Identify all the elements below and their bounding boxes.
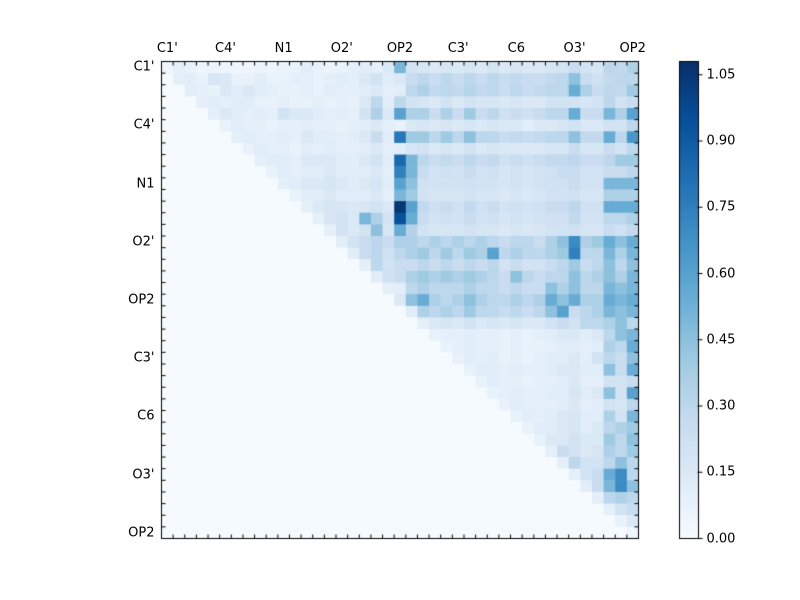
x-axis-label: OP2 (619, 40, 646, 56)
colorbar-tick-label: 0.60 (706, 266, 736, 281)
x-axis-label: OP2 (386, 40, 414, 56)
colorbar-tick-label: 0.15 (706, 464, 736, 480)
x-axis-label: C3' (447, 40, 469, 56)
x-axis-label: O3' (563, 40, 586, 56)
x-axis-label: C6 (507, 40, 526, 56)
y-axis-label: N1 (136, 176, 155, 192)
y-axis-label: OP2 (128, 292, 155, 308)
x-axis-label: N1 (274, 40, 293, 56)
y-axis-label: C3' (133, 350, 155, 366)
colorbar-tick-label: 1.05 (706, 67, 736, 83)
colorbar-tick-label: 0.90 (706, 133, 736, 149)
colorbar-tick-label: 0.30 (706, 398, 736, 414)
x-axis-label: O2' (330, 40, 353, 56)
x-axis-label: C4' (215, 40, 236, 56)
colorbar-tick-label: 0.75 (706, 199, 736, 215)
y-axis-label: O2' (132, 234, 155, 250)
y-axis-label: C6 (137, 408, 155, 424)
x-axis-label: C1' (156, 40, 178, 56)
y-axis-label: C1' (133, 59, 155, 75)
y-axis-label: O3' (132, 467, 155, 482)
y-axis-label: OP2 (128, 525, 155, 541)
colorbar-tick-label: 0.00 (706, 531, 736, 546)
y-axis-label: C4' (133, 117, 155, 133)
colorbar-tick-label: 0.45 (706, 332, 736, 348)
